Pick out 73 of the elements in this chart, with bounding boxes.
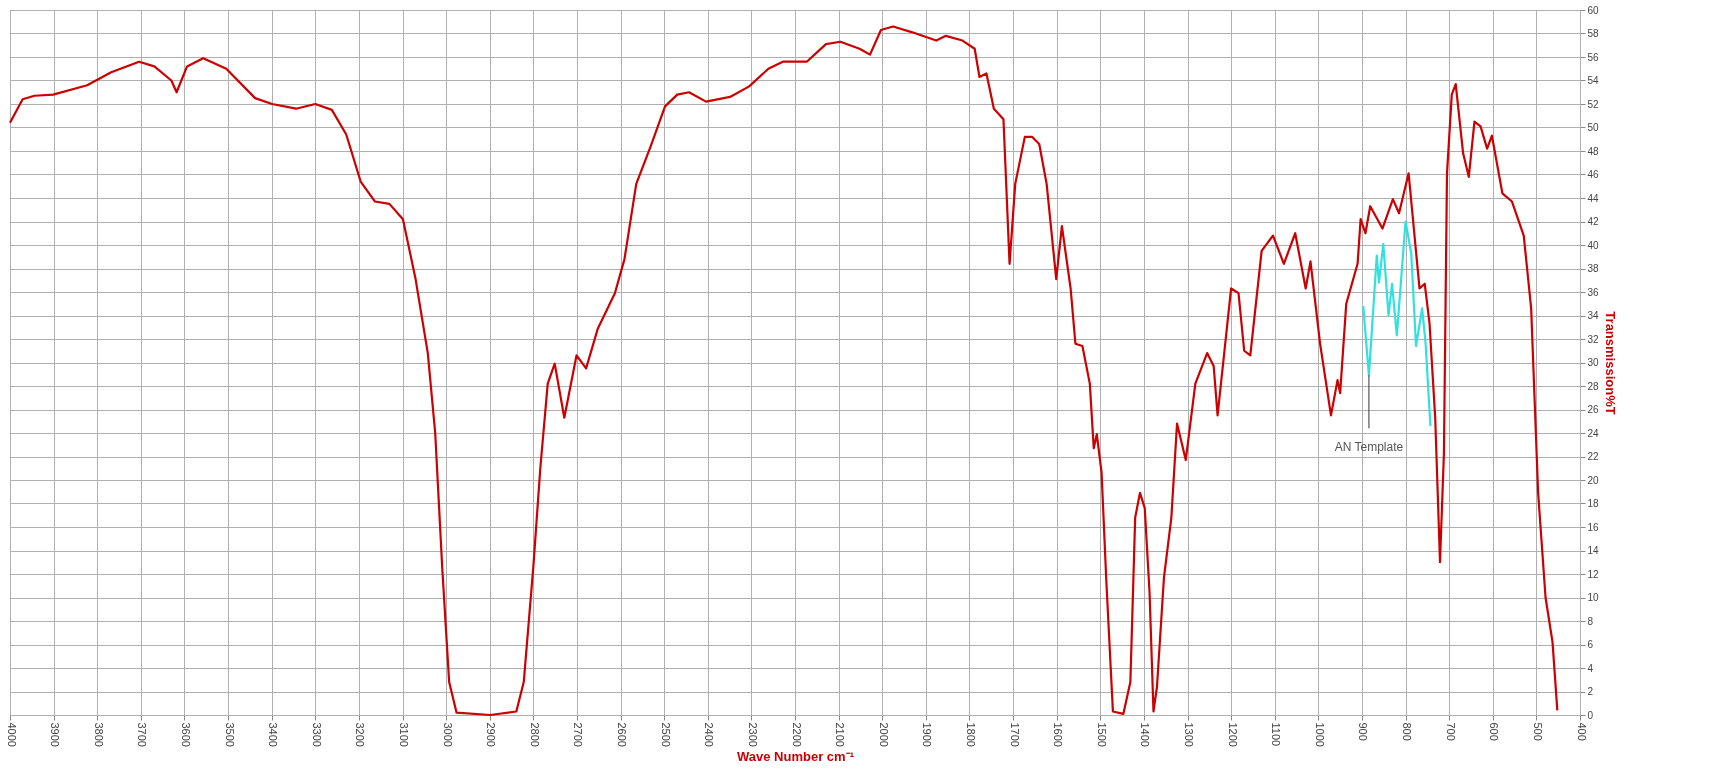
y-tick-label: 20: [1587, 474, 1600, 486]
x-tick-label: 3400: [267, 722, 280, 747]
x-tick-label: 1800: [964, 722, 977, 747]
y-tick-label: 50: [1587, 122, 1600, 133]
x-tick-label: 900: [1357, 722, 1370, 741]
x-tick-label: 2400: [703, 722, 716, 747]
y-tick-label: 54: [1587, 75, 1600, 86]
y-tick-label: 40: [1587, 239, 1600, 251]
y-tick-label: 26: [1587, 404, 1600, 415]
x-tick-label: 2800: [528, 722, 541, 747]
y-tick-label: 12: [1587, 568, 1600, 580]
x-tick-label: 2700: [572, 722, 585, 747]
x-tick-label: 2500: [659, 722, 672, 747]
x-tick-label: 3500: [223, 722, 236, 747]
x-tick-label: 1600: [1052, 722, 1065, 747]
x-tick-label: 1500: [1095, 722, 1108, 747]
x-tick-label: 600: [1488, 722, 1501, 741]
x-tick-label: 1100: [1270, 722, 1283, 747]
y-tick-label: 24: [1587, 427, 1600, 439]
y-tick-label: 2: [1587, 686, 1594, 697]
x-tick-label: 3200: [354, 722, 367, 747]
x-tick-label: 2200: [790, 722, 803, 747]
y-tick-label: 42: [1587, 216, 1600, 227]
x-tick-label: 3100: [398, 722, 410, 747]
x-tick-label: 3300: [310, 722, 323, 747]
y-tick-label: 0: [1587, 709, 1594, 721]
y-tick-label: 46: [1587, 169, 1600, 180]
x-tick-label: 3600: [179, 722, 192, 747]
y-axis-title: Transmission%T: [1602, 311, 1618, 415]
x-tick-label: 2600: [616, 722, 629, 747]
x-tick-label: 2000: [877, 722, 890, 747]
x-tick-label: 400: [1575, 722, 1588, 741]
y-tick-label: 30: [1587, 357, 1600, 368]
x-tick-label: 1000: [1313, 722, 1326, 747]
line-series: [1362, 220, 1432, 428]
y-tick-label: 16: [1587, 521, 1600, 533]
y-tick-label: 52: [1587, 98, 1600, 110]
y-tick-label: 32: [1587, 333, 1600, 345]
y-tick-label: 56: [1587, 51, 1600, 63]
x-tick-label: 500: [1531, 722, 1544, 741]
x-tick-label: 2900: [485, 722, 498, 747]
y-tick-label: 48: [1587, 145, 1600, 157]
x-tick-label: 3700: [136, 722, 149, 747]
y-tick-label: 10: [1587, 592, 1600, 603]
annotation: AN Template: [1334, 440, 1404, 455]
x-tick-label: 3000: [441, 722, 454, 747]
y-tick-label: 34: [1587, 310, 1600, 321]
y-tick-label: 38: [1587, 263, 1600, 274]
x-tick-label: 800: [1401, 722, 1414, 741]
y-tick-label: 36: [1587, 286, 1600, 298]
x-axis-title: Wave Number cm⁻¹: [737, 748, 854, 764]
y-tick-label: 14: [1587, 545, 1600, 556]
y-tick-label: 6: [1587, 639, 1594, 650]
x-tick-label: 2300: [746, 722, 759, 747]
x-tick-label: 1700: [1008, 722, 1021, 747]
y-tick-label: 28: [1587, 380, 1600, 392]
y-tick-label: 44: [1587, 192, 1600, 204]
x-tick-label: 4000: [5, 722, 18, 747]
x-tick-label: 2100: [834, 722, 847, 747]
y-tick-label: 8: [1587, 615, 1594, 627]
x-tick-label: 3900: [49, 722, 62, 747]
x-tick-label: 1400: [1139, 722, 1152, 747]
x-tick-label: 1900: [921, 722, 934, 747]
y-tick-label: 58: [1587, 28, 1600, 39]
x-tick-label: 1300: [1183, 722, 1195, 747]
x-tick-label: 1200: [1226, 722, 1239, 747]
y-tick-label: 4: [1587, 662, 1594, 674]
y-tick-label: 18: [1587, 498, 1600, 509]
x-tick-label: 700: [1444, 722, 1457, 741]
y-tick-label: 60: [1587, 4, 1600, 16]
line-series: [8, 25, 1559, 717]
y-tick-label: 22: [1587, 451, 1600, 462]
x-tick-label: 3800: [92, 722, 105, 747]
